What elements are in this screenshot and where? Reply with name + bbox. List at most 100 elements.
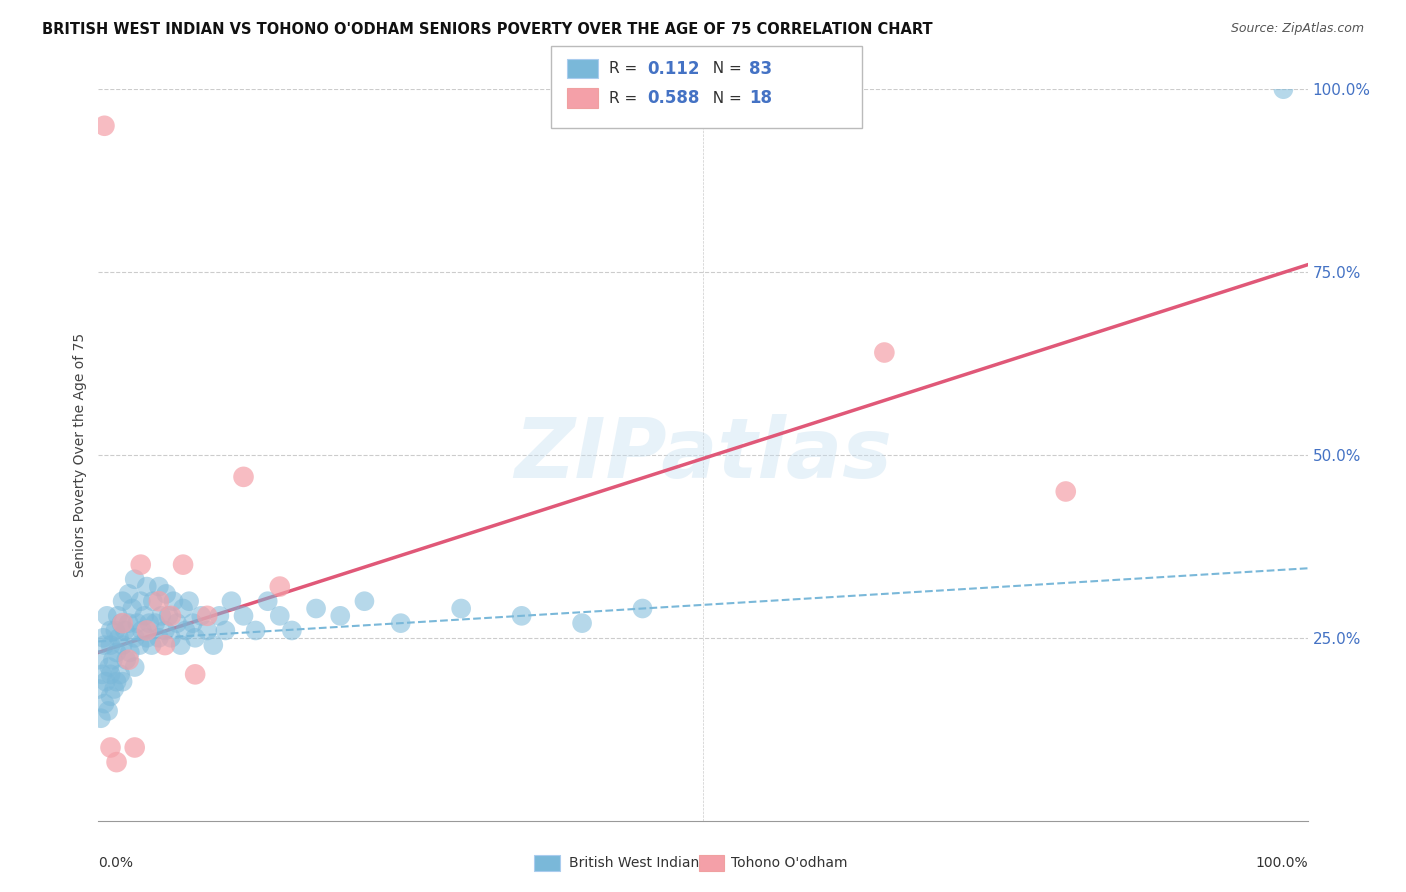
Point [90,711,112,725]
Point [202,638,225,652]
Text: N =: N = [703,91,747,105]
Text: BRITISH WEST INDIAN VS TOHONO O'ODHAM SENIORS POVERTY OVER THE AGE OF 75 CORRELA: BRITISH WEST INDIAN VS TOHONO O'ODHAM SE… [42,22,932,37]
Point [98,660,121,674]
Point [135,631,157,645]
Point [128,638,150,652]
Point [124,631,146,645]
Point [150,608,173,623]
Point [166,616,188,631]
Point [172,558,194,572]
Point [195,624,218,638]
Text: Source: ZipAtlas.com: Source: ZipAtlas.com [1230,22,1364,36]
Point [148,594,170,608]
Point [107,608,129,623]
Point [97,704,120,718]
Point [111,638,134,652]
Text: 100.0%: 100.0% [1256,855,1308,870]
Point [118,653,141,667]
Point [1054,484,1077,499]
Text: 0.0%: 0.0% [98,855,134,870]
Point [118,616,141,631]
Point [190,608,212,623]
Point [91,631,114,645]
Point [245,624,267,638]
Point [100,638,122,652]
Text: British West Indians: British West Indians [569,855,707,870]
Point [100,624,122,638]
Point [100,690,122,704]
Point [174,624,197,638]
Point [96,608,118,623]
Point [148,631,170,645]
Point [100,667,122,681]
Point [101,653,124,667]
Point [108,667,131,681]
Point [114,624,136,638]
Point [232,470,254,484]
Point [1272,82,1295,96]
Point [111,616,134,631]
Text: 0.112: 0.112 [647,60,699,78]
Point [104,624,127,638]
Point [129,594,152,608]
Point [135,624,157,638]
Point [221,594,243,608]
Point [111,674,134,689]
Point [181,616,204,631]
Text: R =: R = [609,62,643,76]
Point [450,601,472,615]
Point [135,580,157,594]
Text: 0.588: 0.588 [647,89,699,107]
Point [184,631,207,645]
Point [110,616,132,631]
Point [389,616,412,631]
Point [631,601,654,615]
Text: Tohono O'odham: Tohono O'odham [731,855,848,870]
Point [91,667,114,681]
Point [124,740,146,755]
Y-axis label: Seniors Poverty Over the Age of 75: Seniors Poverty Over the Age of 75 [73,333,87,577]
Point [214,624,236,638]
Point [256,594,278,608]
Point [103,681,125,696]
Point [157,608,180,623]
Point [143,616,166,631]
Point [111,594,134,608]
Point [108,631,131,645]
Point [148,580,170,594]
Point [281,624,304,638]
Point [169,638,191,652]
Point [105,674,128,689]
Text: ZIPatlas: ZIPatlas [515,415,891,495]
Point [118,645,141,659]
Point [172,601,194,615]
Point [115,653,138,667]
Point [124,660,146,674]
Text: 83: 83 [749,60,772,78]
Point [127,616,149,631]
Point [129,558,152,572]
Text: N =: N = [703,62,747,76]
Point [153,624,176,638]
Point [155,587,177,601]
Point [269,608,291,623]
Point [93,119,115,133]
Point [124,572,146,586]
Point [93,697,115,711]
Point [160,608,183,623]
Point [162,594,184,608]
Point [195,608,218,623]
Point [510,608,533,623]
Point [179,594,201,608]
Point [105,755,128,769]
Point [329,608,352,623]
Point [93,638,115,652]
Text: 18: 18 [749,89,772,107]
Point [571,616,593,631]
Point [105,645,128,659]
Point [160,631,183,645]
Point [87,681,110,696]
Point [873,345,896,359]
Point [134,608,156,623]
Text: R =: R = [609,91,643,105]
